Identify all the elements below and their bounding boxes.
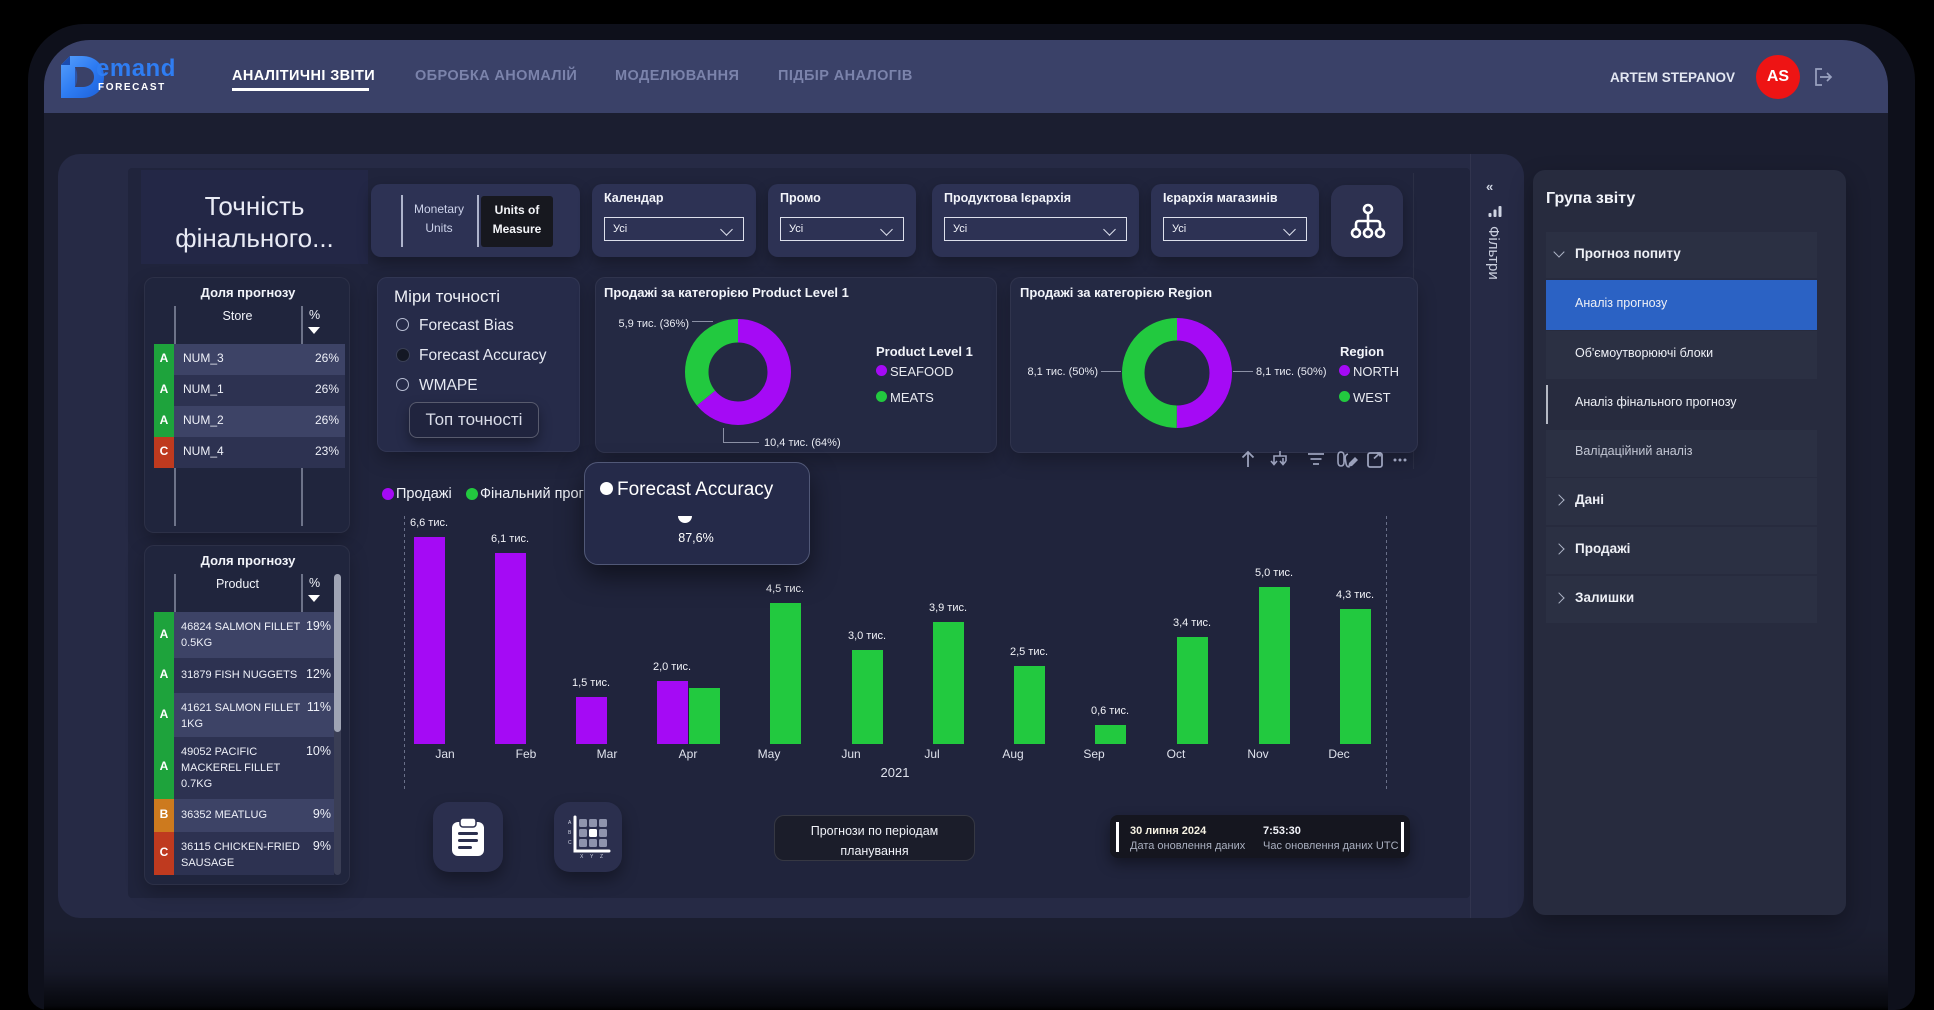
svg-text:B: B xyxy=(568,830,572,836)
svg-text:C: C xyxy=(568,840,572,846)
svg-text:X: X xyxy=(580,854,584,859)
svg-text:Y: Y xyxy=(590,854,594,859)
svg-text:Z: Z xyxy=(600,854,603,859)
svg-text:A: A xyxy=(568,820,572,826)
